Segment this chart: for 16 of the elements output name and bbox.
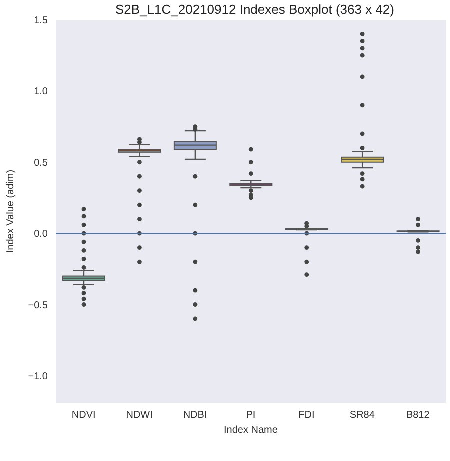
x-tick-label: NDVI xyxy=(72,410,96,422)
x-tick-label: NDWI xyxy=(126,410,153,422)
x-tick-label: PI xyxy=(246,410,256,422)
y-tick-label: 1.0 xyxy=(34,86,48,98)
y-tick-label: −1.0 xyxy=(28,372,48,382)
x-axis-title: Index Name xyxy=(224,425,278,436)
x-tick-label: SR84 xyxy=(350,410,376,422)
y-tick-label: 0.5 xyxy=(34,158,48,169)
y-tick-label: 1.5 xyxy=(34,16,48,27)
y-axis-title: Index Value (adim) xyxy=(6,170,17,254)
y-tick-label: 0.0 xyxy=(34,229,48,240)
x-tick-label: B812 xyxy=(406,410,430,422)
x-tick-label: NDBI xyxy=(183,410,208,422)
x-tick-label: FDI xyxy=(298,410,315,422)
chart-title: S2B_L1C_20210912 Indexes Boxplot (363 x 42) xyxy=(114,2,396,17)
y-tick-label: −0.5 xyxy=(28,300,48,312)
